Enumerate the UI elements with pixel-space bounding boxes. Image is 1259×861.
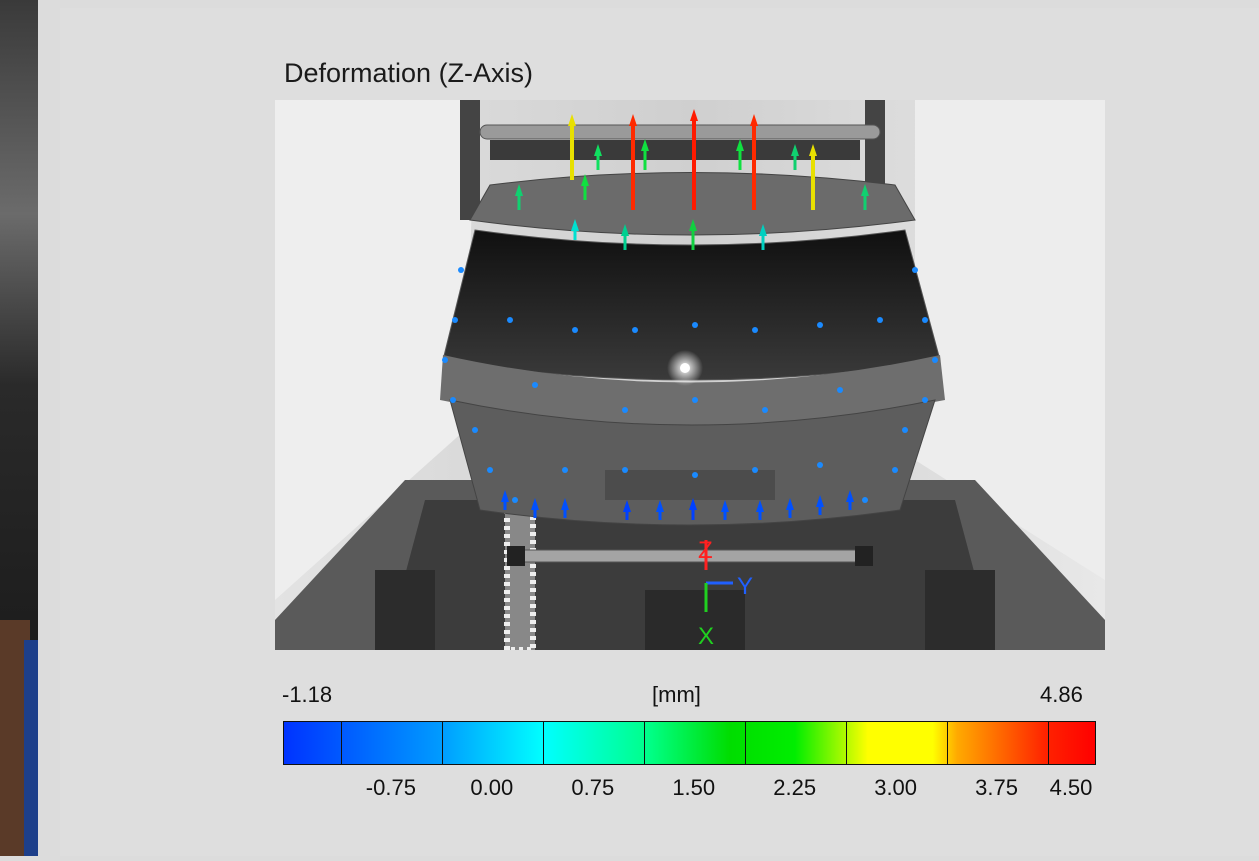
measurement-point	[752, 327, 758, 333]
left-background-strip	[0, 0, 38, 856]
deformation-vector-head	[501, 490, 509, 502]
deformation-vector-head	[809, 144, 817, 156]
measurement-point	[632, 327, 638, 333]
deformation-vector-head	[571, 219, 579, 231]
z-axis-label: Z	[698, 537, 713, 564]
deformation-vector-head	[690, 109, 698, 121]
deformation-vector-head	[846, 490, 854, 502]
measurement-point	[622, 407, 628, 413]
deformation-vector-head	[568, 114, 576, 126]
measurement-point	[692, 397, 698, 403]
measurement-point	[622, 467, 628, 473]
deformation-vector-head	[641, 139, 649, 151]
measurement-point	[507, 317, 513, 323]
colorbar-tick-label: -0.75	[365, 775, 416, 800]
deformation-vector-head	[594, 144, 602, 156]
measurement-point	[762, 407, 768, 413]
deformation-vector-head	[515, 184, 523, 196]
deformation-vector-head	[791, 144, 799, 156]
deformation-vector-head	[531, 498, 539, 510]
measurement-point	[892, 467, 898, 473]
measurement-point	[512, 497, 518, 503]
measurement-point	[472, 427, 478, 433]
deformation-vector-head	[689, 498, 697, 510]
colorbar-divider	[845, 722, 847, 764]
colorbar-divider	[1047, 722, 1049, 764]
measurement-point	[932, 357, 938, 363]
deformation-vector-head	[689, 219, 697, 231]
measurement-point	[458, 267, 464, 273]
deformation-vector-head	[621, 224, 629, 236]
measurement-point	[837, 387, 843, 393]
colorbar-divider	[643, 722, 645, 764]
measurement-point	[877, 317, 883, 323]
colorbar-tick-label: 1.50	[672, 775, 716, 800]
measurement-point	[817, 462, 823, 468]
y-axis-label: Y	[737, 573, 753, 600]
colorbar-tick-label: 0.00	[470, 775, 514, 800]
deformation-vector-head	[656, 500, 664, 512]
x-axis-label: X	[698, 623, 714, 650]
measurement-point	[572, 327, 578, 333]
colorbar-divider	[441, 722, 443, 764]
measurement-point	[752, 467, 758, 473]
deformation-vector-head	[736, 139, 744, 151]
measurement-point	[532, 382, 538, 388]
colorbar-tick-label: 4.50	[1049, 775, 1093, 800]
measurement-point	[817, 322, 823, 328]
colorbar-divider	[542, 722, 544, 764]
measurement-point	[922, 317, 928, 323]
measurement-point	[922, 397, 928, 403]
measurement-point	[862, 497, 868, 503]
measurement-point	[692, 472, 698, 478]
deformation-vector-head	[561, 498, 569, 510]
deformation-vector-head	[721, 500, 729, 512]
colorbar-divider	[946, 722, 948, 764]
measurement-point	[912, 267, 918, 273]
measurement-point	[692, 322, 698, 328]
measurement-point	[487, 467, 493, 473]
deformation-photo: Z Y X	[275, 100, 1105, 653]
figure-title: Deformation (Z-Axis)	[284, 58, 534, 88]
colorbar-divider	[744, 722, 746, 764]
deformation-vector-head	[786, 498, 794, 510]
deformation-vector-head	[623, 500, 631, 512]
colorbar-tick-label: 3.00	[874, 775, 918, 800]
colorbar-divider	[340, 722, 342, 764]
colorbar-min-label: -1.18	[282, 682, 333, 707]
measurement-point	[902, 427, 908, 433]
colorbar-tick-label: 0.75	[571, 775, 615, 800]
colorbar-tick-label: 3.75	[975, 775, 1018, 800]
measurement-point	[452, 317, 458, 323]
deformation-vector-head	[756, 500, 764, 512]
deformation-vector-head	[759, 224, 767, 236]
deformation-vector-head	[816, 495, 824, 507]
deformation-vector-head	[581, 174, 589, 186]
colorbar-tick-label: 2.25	[773, 775, 817, 800]
deformation-vector-head	[629, 114, 637, 126]
colorbar-unit-label: [mm]	[652, 682, 701, 707]
colorbar	[283, 721, 1096, 765]
measurement-point	[450, 397, 456, 403]
coordinate-triad: Z Y X	[698, 537, 753, 650]
colorbar-max-label: 4.86	[1040, 682, 1083, 707]
deformation-vector-head	[861, 184, 869, 196]
measurement-point	[562, 467, 568, 473]
deformation-vector-head	[750, 114, 758, 126]
measurement-point	[442, 357, 448, 363]
